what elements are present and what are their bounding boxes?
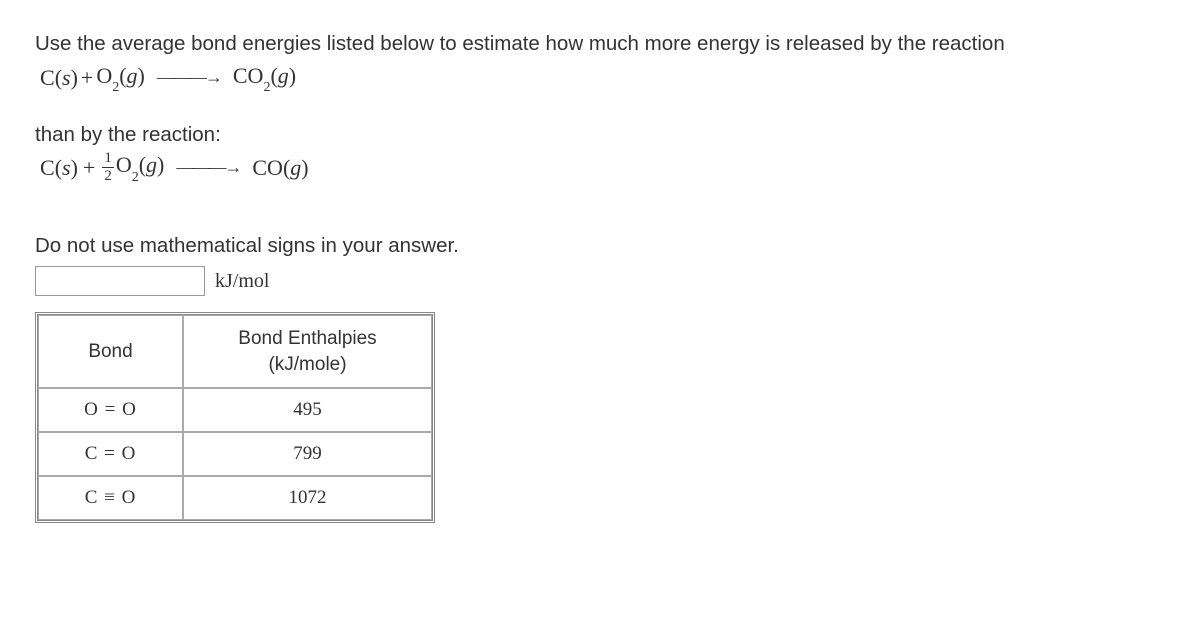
header-bond: Bond	[38, 315, 183, 388]
bond-table: Bond Bond Enthalpies (kJ/mole) O = O 495…	[35, 312, 435, 523]
unit-label: kJ/mol	[215, 270, 269, 293]
value-cell: 1072	[183, 476, 432, 520]
value-cell: 799	[183, 432, 432, 476]
instruction-text: Do not use mathematical signs in your an…	[35, 234, 1165, 258]
table-header-row: Bond Bond Enthalpies (kJ/mole)	[38, 315, 432, 388]
table-row: C = O 799	[38, 432, 432, 476]
table-row: O = O 495	[38, 388, 432, 432]
question-intro: Use the average bond energies listed bel…	[35, 30, 1165, 59]
equation-2: C(s) + 1 2 O2(g) ———→ CO(g)	[40, 151, 1165, 184]
eq2-product: CO(g)	[252, 155, 308, 181]
table-row: C ≡ O 1072	[38, 476, 432, 520]
eq2-plus: +	[83, 155, 95, 181]
eq1-reactant1: C(s)	[40, 65, 78, 91]
equation-1: C(s) + O2(g) ———→ CO2(g)	[40, 63, 1165, 93]
eq2-reactant1: C(s)	[40, 155, 78, 181]
bond-cell: C = O	[38, 432, 183, 476]
answer-input[interactable]	[35, 266, 205, 296]
arrow-icon: ———→	[157, 67, 221, 88]
eq1-reactant2: O2(g)	[96, 63, 145, 93]
header-enthalpy: Bond Enthalpies (kJ/mole)	[183, 315, 432, 388]
than-text: than by the reaction:	[35, 123, 1165, 147]
value-cell: 495	[183, 388, 432, 432]
arrow-icon: ———→	[176, 157, 240, 178]
eq1-product: CO2(g)	[233, 63, 296, 93]
answer-row: kJ/mol	[35, 266, 1165, 296]
bond-cell: C ≡ O	[38, 476, 183, 520]
eq2-reactant2: O2(g)	[116, 152, 165, 182]
eq1-plus: +	[81, 65, 93, 91]
eq2-fraction: 1 2	[102, 151, 114, 184]
bond-cell: O = O	[38, 388, 183, 432]
